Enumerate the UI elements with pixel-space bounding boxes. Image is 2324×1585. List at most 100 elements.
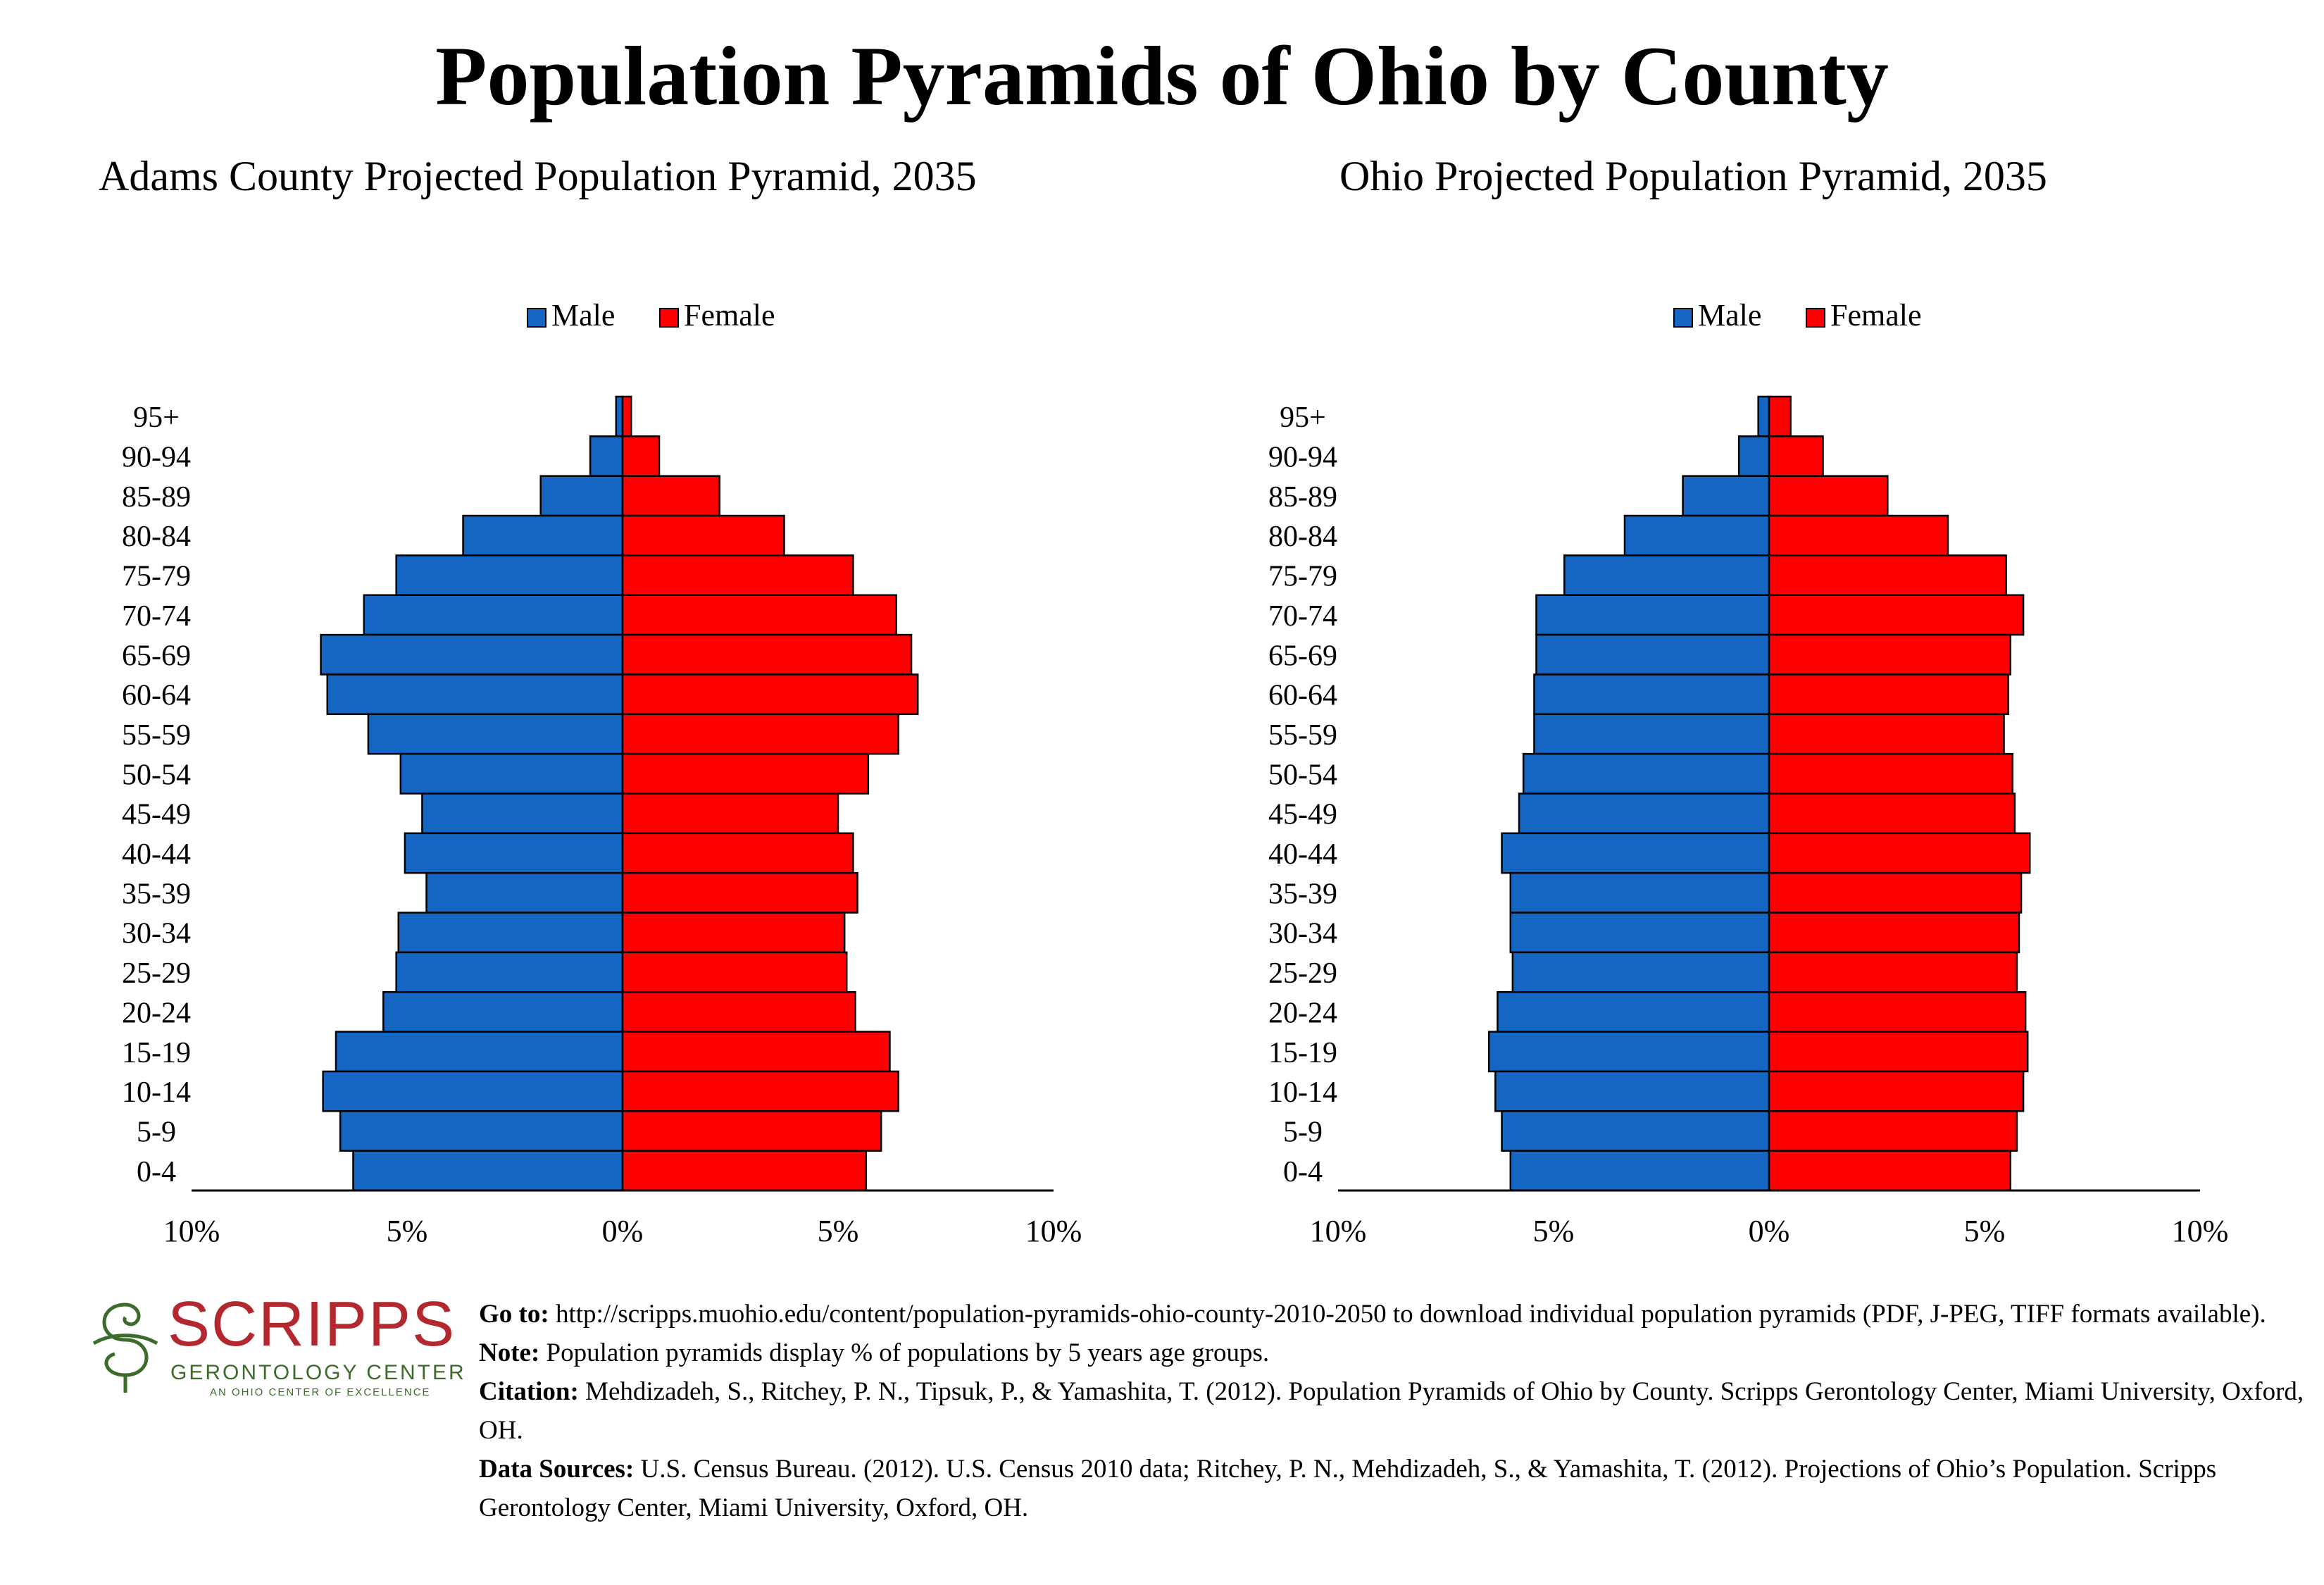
category-label: 25-29 bbox=[1268, 957, 1337, 990]
x-tick-label: 5% bbox=[387, 1214, 428, 1248]
bar-male-10-14 bbox=[322, 1070, 624, 1112]
category-label: 5-9 bbox=[137, 1116, 176, 1148]
bar-female-45-49 bbox=[1768, 792, 2016, 835]
bar-female-40-44 bbox=[1768, 832, 2031, 874]
category-label: 65-69 bbox=[122, 640, 191, 672]
bar-female-50-54 bbox=[1768, 752, 2014, 795]
category-label: 60-64 bbox=[122, 680, 191, 712]
category-label: 30-34 bbox=[122, 918, 191, 950]
bar-male-85-89 bbox=[539, 475, 624, 517]
bar-female-90-94 bbox=[621, 435, 661, 477]
footer-note: Note: Population pyramids display % of p… bbox=[479, 1334, 2310, 1372]
bar-male-5-9 bbox=[1501, 1110, 1770, 1152]
citation-label: Citation: bbox=[479, 1377, 579, 1406]
legend-label-female: Female bbox=[684, 298, 775, 332]
bar-female-25-29 bbox=[621, 951, 848, 993]
bar-male-75-79 bbox=[1563, 554, 1770, 597]
legend-swatch-male bbox=[527, 308, 546, 328]
bar-female-25-29 bbox=[1768, 951, 2018, 993]
bar-female-65-69 bbox=[1768, 633, 2011, 676]
logo-subtitle: GERONTOLOGY CENTER bbox=[170, 1361, 466, 1384]
bar-female-75-79 bbox=[1768, 554, 2007, 597]
bar-male-75-79 bbox=[395, 554, 624, 597]
category-label: 80-84 bbox=[1268, 521, 1337, 553]
footer-citation: Citation: Mehdizadeh, S., Ritchey, P. N.… bbox=[479, 1372, 2310, 1450]
category-label: 10-14 bbox=[1268, 1076, 1337, 1109]
sources-text: U.S. Census Bureau. (2012). U.S. Census … bbox=[479, 1455, 2217, 1522]
legend-swatch-male bbox=[1673, 308, 1693, 328]
category-label: 45-49 bbox=[122, 799, 191, 831]
category-label: 15-19 bbox=[1268, 1037, 1337, 1069]
category-label: 65-69 bbox=[1268, 640, 1337, 672]
x-tick-label: 0% bbox=[602, 1214, 644, 1248]
bar-female-85-89 bbox=[621, 475, 720, 517]
bar-female-70-74 bbox=[1768, 594, 2025, 636]
chart-title-ohio: Ohio Projected Population Pyramid, 2035 bbox=[1339, 153, 2047, 199]
bar-female-50-54 bbox=[621, 752, 870, 795]
bar-male-15-19 bbox=[335, 1031, 624, 1073]
category-label: 50-54 bbox=[122, 759, 191, 791]
legend-label-male: Male bbox=[1698, 298, 1761, 332]
legend-label-female: Female bbox=[1830, 298, 1922, 332]
bar-female-15-19 bbox=[1768, 1031, 2029, 1073]
category-label: 70-74 bbox=[122, 600, 191, 633]
bar-male-60-64 bbox=[1533, 673, 1770, 716]
bar-male-30-34 bbox=[1509, 912, 1770, 954]
bar-female-10-14 bbox=[621, 1070, 899, 1112]
bar-male-5-9 bbox=[339, 1110, 624, 1152]
scripps-logo: SCRIPPS GERONTOLOGY CENTER AN OHIO CENTE… bbox=[83, 1288, 464, 1400]
bar-male-0-4 bbox=[352, 1150, 624, 1192]
category-label: 90-94 bbox=[122, 442, 191, 474]
legend-label-male: Male bbox=[551, 298, 615, 332]
bar-male-25-29 bbox=[1511, 951, 1770, 993]
bar-male-35-39 bbox=[1509, 871, 1770, 914]
bar-female-55-59 bbox=[1768, 713, 2005, 755]
bar-male-15-19 bbox=[1487, 1031, 1770, 1073]
bar-female-5-9 bbox=[1768, 1110, 2018, 1152]
bar-female-75-79 bbox=[621, 554, 854, 597]
x-tick-label: 5% bbox=[1533, 1214, 1575, 1248]
category-label: 0-4 bbox=[1283, 1156, 1323, 1188]
footer-goto: Go to: http://scripps.muohio.edu/content… bbox=[479, 1295, 2310, 1334]
category-label: 60-64 bbox=[1268, 680, 1337, 712]
scripps-swirl-icon bbox=[92, 1303, 158, 1393]
citation-text: Mehdizadeh, S., Ritchey, P. N., Tipsuk, … bbox=[479, 1377, 2304, 1445]
logo-wordmark: SCRIPPS bbox=[168, 1289, 456, 1360]
bar-female-20-24 bbox=[1768, 991, 2027, 1033]
category-label: 40-44 bbox=[122, 838, 191, 871]
bar-female-90-94 bbox=[1768, 435, 1824, 477]
x-tick-label: 10% bbox=[1310, 1214, 1367, 1248]
category-label: 35-39 bbox=[122, 878, 191, 910]
bar-male-10-14 bbox=[1494, 1070, 1770, 1112]
bar-male-20-24 bbox=[382, 991, 624, 1033]
adams-pyramid-chart: Male Female 95+ 90-94 85-89 80-84 75-79 70-74 65… bbox=[122, 298, 1082, 1248]
goto-text[interactable]: http://scripps.muohio.edu/content/popula… bbox=[555, 1300, 2266, 1329]
category-label: 75-79 bbox=[1268, 561, 1337, 593]
category-label: 40-44 bbox=[1268, 838, 1337, 871]
bar-male-50-54 bbox=[399, 752, 624, 795]
category-label: 55-59 bbox=[122, 719, 191, 752]
category-label: 5-9 bbox=[1283, 1116, 1323, 1148]
bar-female-65-69 bbox=[621, 633, 913, 676]
category-label: 45-49 bbox=[1268, 799, 1337, 831]
category-label: 30-34 bbox=[1268, 918, 1337, 950]
bar-male-40-44 bbox=[1501, 832, 1770, 874]
legend: Male Female bbox=[527, 298, 775, 332]
legend: Male Female bbox=[1673, 298, 1922, 332]
footer-notes: Go to: http://scripps.muohio.edu/content… bbox=[479, 1295, 2310, 1527]
bar-male-55-59 bbox=[1533, 713, 1770, 755]
category-label: 10-14 bbox=[122, 1076, 191, 1109]
category-label: 55-59 bbox=[1268, 719, 1337, 752]
legend-swatch-female bbox=[659, 308, 679, 328]
bar-female-30-34 bbox=[1768, 912, 2020, 954]
goto-label: Go to: bbox=[479, 1300, 549, 1329]
x-tick-label: 10% bbox=[1025, 1214, 1082, 1248]
bar-male-85-89 bbox=[1682, 475, 1770, 517]
x-tick-label: 5% bbox=[1964, 1214, 2006, 1248]
bar-male-70-74 bbox=[363, 594, 624, 636]
bar-male-65-69 bbox=[320, 633, 624, 676]
category-label: 85-89 bbox=[1268, 481, 1337, 514]
category-label: 95+ bbox=[133, 402, 180, 434]
x-tick-label: 10% bbox=[2172, 1214, 2229, 1248]
bar-male-20-24 bbox=[1497, 991, 1770, 1033]
